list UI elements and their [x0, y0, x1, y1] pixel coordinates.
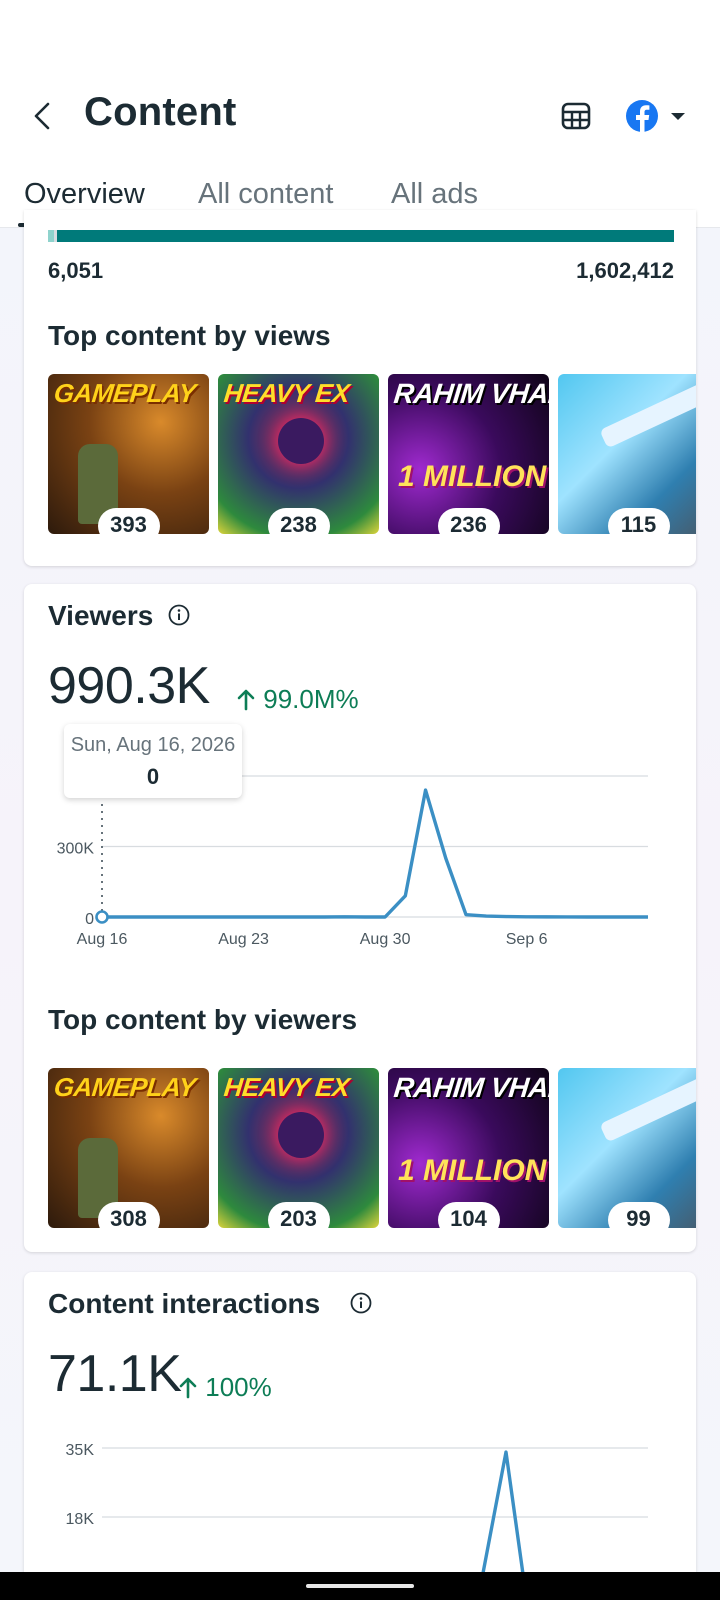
thumbnail-art [278, 1112, 324, 1158]
interactions-title: Content interactions [48, 1288, 321, 1319]
thumbnail-subtitle: 1 MILLION [398, 1154, 547, 1187]
viewers-value: 990.3K [48, 657, 210, 715]
content-thumbnail[interactable]: HEAVY EX 238 [218, 374, 379, 534]
highlight-point [95, 910, 109, 924]
thumbnail-title: GAMEPLAY [52, 378, 198, 408]
content-thumbnail[interactable]: GAMEPLAY 308 [48, 1068, 209, 1228]
interactions-card: Content interactions 71.1K 100% 18K 35K [24, 1272, 696, 1592]
page-title: Content [84, 90, 237, 134]
y-tick-label: 300K [57, 841, 95, 858]
y-tick-label: 35K [66, 1442, 95, 1459]
thumbnail-title: RAHIM VHAI [392, 1072, 549, 1103]
home-gesture-pill[interactable] [306, 1584, 414, 1588]
system-nav-bar [0, 1572, 720, 1600]
thumbnail-art [599, 1073, 696, 1143]
views-progress-bar [48, 230, 674, 242]
content-thumbnail[interactable]: HEAVY EX 203 [218, 1068, 379, 1228]
viewer-count-badge: 104 [437, 1202, 500, 1228]
content-thumbnail[interactable]: 99 [558, 1068, 696, 1228]
viewers-title: Viewers [48, 600, 154, 631]
top-by-viewers-title: Top content by viewers [48, 1004, 358, 1035]
content-thumbnail[interactable]: RAHIM VHAI 1 MILLION 236 [388, 374, 549, 534]
view-count-badge: 238 [267, 508, 330, 534]
interactions-delta-text: 100% [205, 1372, 272, 1402]
y-tick-label: 0 [85, 911, 94, 928]
x-tick-label: Aug 16 [77, 931, 128, 948]
interactions-value: 71.1K [48, 1345, 182, 1403]
progress-segment-large [57, 230, 674, 242]
content-thumbnail[interactable]: 115 [558, 374, 696, 534]
thumbnail-art [599, 379, 696, 449]
x-tick-label: Sep 6 [506, 931, 548, 948]
series-line [102, 788, 648, 919]
info-icon[interactable] [350, 1292, 372, 1314]
chart-tooltip: Sun, Aug 16, 2026 0 [64, 724, 242, 798]
series-line [477, 1450, 528, 1592]
arrow-up-icon [179, 1377, 197, 1399]
view-count-badge: 236 [437, 508, 500, 534]
top-by-views-title: Top content by views [48, 320, 331, 351]
table-view-button[interactable] [558, 98, 594, 134]
views-card: 6,051 1,602,412 Top content by views GAM… [24, 210, 696, 566]
info-icon[interactable] [168, 604, 190, 626]
views-left-value: 6,051 [48, 258, 104, 283]
views-right-value: 1,602,412 [576, 258, 674, 283]
tooltip-value: 0 [146, 764, 160, 789]
interactions-delta: 100% [178, 1372, 272, 1403]
caret-down-icon [671, 113, 685, 120]
top-by-views-row: GAMEPLAY 393 HEAVY EX 238 RAHIM VHAI 1 M… [48, 374, 696, 534]
tab-overview[interactable]: Overview [24, 178, 145, 210]
x-tick-label: Aug 23 [218, 931, 269, 948]
viewer-count-badge: 308 [97, 1202, 160, 1228]
viewers-delta: 99.0M% [236, 684, 359, 715]
y-tick-label: 18K [66, 1511, 95, 1528]
thumbnail-title: RAHIM VHAI [392, 378, 549, 409]
top-header: Content [0, 80, 720, 152]
viewer-count-badge: 203 [267, 1202, 330, 1228]
thumbnail-subtitle: 1 MILLION [398, 460, 547, 493]
viewers-delta-text: 99.0M% [263, 684, 359, 714]
chevron-left-icon [34, 102, 50, 130]
tab-all-content[interactable]: All content [198, 178, 334, 210]
view-count-badge: 393 [97, 508, 160, 534]
facebook-icon [626, 100, 658, 132]
content-thumbnail[interactable]: GAMEPLAY 393 [48, 374, 209, 534]
content-thumbnail[interactable]: RAHIM VHAI 1 MILLION 104 [388, 1068, 549, 1228]
thumbnail-art [278, 418, 324, 464]
view-count-badge: 115 [607, 508, 670, 534]
top-by-viewers-row: GAMEPLAY 308 HEAVY EX 203 RAHIM VHAI 1 M… [48, 1068, 696, 1228]
thumbnail-title: GAMEPLAY [52, 1072, 198, 1102]
progress-segment-small [48, 230, 54, 242]
table-icon [561, 102, 591, 130]
x-tick-label: Aug 30 [360, 931, 411, 948]
tooltip-date: Sun, Aug 16, 2026 [70, 734, 236, 756]
tab-all-ads[interactable]: All ads [391, 178, 479, 210]
interactions-chart[interactable]: 18K 35K [24, 1422, 696, 1592]
back-button[interactable] [26, 96, 62, 136]
thumbnail-title: HEAVY EX [222, 378, 351, 408]
thumbnail-title: HEAVY EX [222, 1072, 351, 1102]
arrow-up-icon [237, 689, 255, 711]
viewer-count-badge: 99 [607, 1202, 670, 1228]
platform-switcher[interactable] [624, 96, 690, 136]
